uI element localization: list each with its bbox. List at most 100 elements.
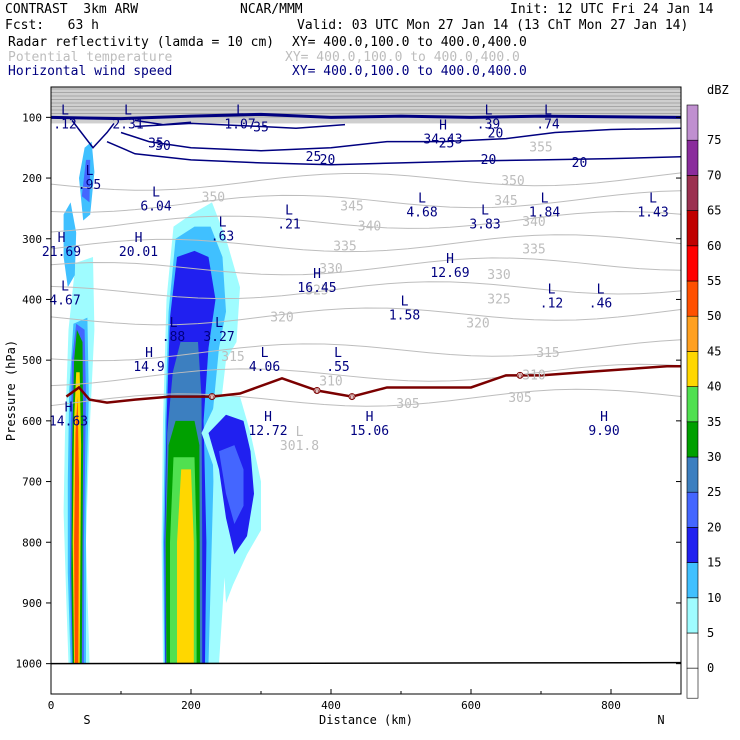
extremum-type-H: H	[264, 410, 272, 425]
theta-contour-label: 335	[333, 240, 356, 255]
extremum-value: 1.07	[224, 117, 255, 132]
y-tick-label: 400	[22, 293, 42, 306]
extremum-type-L: L	[285, 203, 293, 218]
theta-contour-label: 330	[319, 262, 342, 277]
reflectivity-cell	[177, 469, 194, 664]
extremum-value: .21	[277, 217, 300, 232]
theta-contour-label: 305	[396, 397, 419, 412]
wind-contour-line	[51, 112, 681, 121]
colorbar-swatch	[686, 139, 699, 176]
freezing-level-label: 0	[315, 388, 319, 396]
theta-contour-label: 350	[202, 190, 225, 205]
theta-contour-label: 320	[270, 311, 293, 326]
theta-contour-line	[51, 281, 681, 300]
colorbar-label: 35	[707, 415, 721, 429]
forecast-hour: Fcst: 63 h	[5, 18, 99, 33]
colorbar-label: 25	[707, 485, 721, 499]
colorbar-label: 65	[707, 204, 721, 218]
freezing-level-marker	[313, 387, 321, 394]
x-tick-label: 800	[601, 699, 621, 712]
extremum-type-L: L	[61, 103, 69, 118]
theta-contour-label: 340	[522, 215, 545, 230]
colorbar-swatch	[686, 527, 699, 563]
init-time: Init: 12 UTC Fri 24 Jan 14	[510, 2, 714, 17]
theta-contour-line	[51, 172, 681, 191]
colorbar-label: 0	[707, 661, 714, 675]
wind-contour-label: 20	[488, 127, 504, 142]
theta-contour-line	[51, 307, 681, 326]
x-tick-label: 0	[48, 699, 55, 712]
extremum-type-H: H	[58, 231, 66, 246]
extremum-type-L: L	[219, 216, 227, 231]
extremum-value: 1.43	[637, 205, 668, 220]
extremum-type-L: L	[215, 316, 223, 331]
wind-contour-label: 35	[148, 136, 164, 151]
extremum-value: .46	[589, 296, 612, 311]
extremum-type-L: L	[418, 191, 426, 206]
extremum-value: .12	[540, 296, 563, 311]
extremum-type-L: L	[597, 282, 605, 297]
extremum-type-L: L	[334, 346, 342, 361]
extremum-type-L: L	[548, 282, 556, 297]
reflectivity-cell	[219, 445, 244, 525]
extremum-value: 3.83	[469, 217, 500, 232]
colorbar-label: 30	[707, 450, 721, 464]
valid-time: Valid: 03 UTC Mon 27 Jan 14 (13 ChT Mon …	[297, 18, 689, 33]
colorbar-label: 40	[707, 380, 721, 394]
extremum-value: 2.31	[112, 117, 143, 132]
extremum-type-L: L	[544, 103, 552, 118]
wind-contour-label: 25	[439, 136, 455, 151]
theta-contour-label: 345	[494, 194, 517, 209]
field-reflectivity-xy: XY= 400.0,100.0 to 400.0,400.0	[292, 35, 527, 50]
theta-contour-label: 345	[340, 200, 363, 215]
extremum-type-H: H	[439, 118, 447, 133]
freezing-level-line	[65, 364, 681, 404]
extremum-type-L: L	[649, 191, 657, 206]
wind-contour-label: 30	[155, 139, 171, 154]
theta-contour-label: 335	[522, 243, 545, 258]
y-tick-label: 300	[22, 233, 42, 246]
extremum-type-L: L	[236, 103, 244, 118]
extremum-type-H: H	[313, 267, 321, 282]
colorbar-label: 55	[707, 274, 721, 288]
theta-contour-line	[51, 388, 681, 407]
plot-background	[51, 87, 681, 694]
reflectivity-layer	[63, 141, 261, 664]
y-tick-label: 900	[22, 597, 42, 610]
x-axis-label: Distance (km)	[319, 713, 413, 727]
theta-contour-label: 305	[508, 391, 531, 406]
theta-contour-label: 340	[358, 220, 381, 235]
extremum-value: .74	[536, 117, 560, 132]
surface-line	[50, 661, 682, 665]
extremum-type-H: H	[65, 401, 73, 416]
extremum-value: 16.45	[297, 281, 336, 296]
extremum-value: 12.69	[430, 266, 469, 281]
reflectivity-cell	[81, 159, 91, 203]
theta-contour-label: 325	[487, 292, 510, 307]
extremum-value: 3.27	[203, 330, 234, 345]
freezing-level-label: 0	[350, 394, 354, 402]
colorbar-swatch	[686, 456, 699, 493]
extremum-type-L: L	[261, 346, 269, 361]
extremum-type-L: L	[61, 279, 69, 294]
field-wind-xy: XY= 400.0,100.0 to 400.0,400.0	[292, 64, 527, 79]
extremum-value: .63	[211, 230, 234, 245]
extremum-value: 15.06	[350, 424, 389, 439]
theta-contour-label: 325	[305, 283, 328, 298]
colorbar-label: 50	[707, 309, 721, 323]
extremum-value: 14.63	[49, 415, 88, 430]
theta-contour-line	[51, 257, 681, 276]
extremum-value: 14.9	[133, 360, 164, 375]
theta-contour-label: 350	[501, 174, 524, 189]
x-tick-label: 400	[321, 699, 341, 712]
theta-contour-line	[51, 190, 681, 213]
extremum-value: .55	[326, 360, 349, 375]
extremum-type-H: H	[135, 231, 143, 246]
colorbar-swatch	[686, 632, 699, 669]
colorbar-label: 45	[707, 344, 721, 358]
plot-frame	[50, 86, 682, 695]
organization-label: NCAR/MMM	[240, 2, 303, 17]
extremum-type-H: H	[600, 410, 608, 425]
extremum-type-L: L	[401, 295, 409, 310]
